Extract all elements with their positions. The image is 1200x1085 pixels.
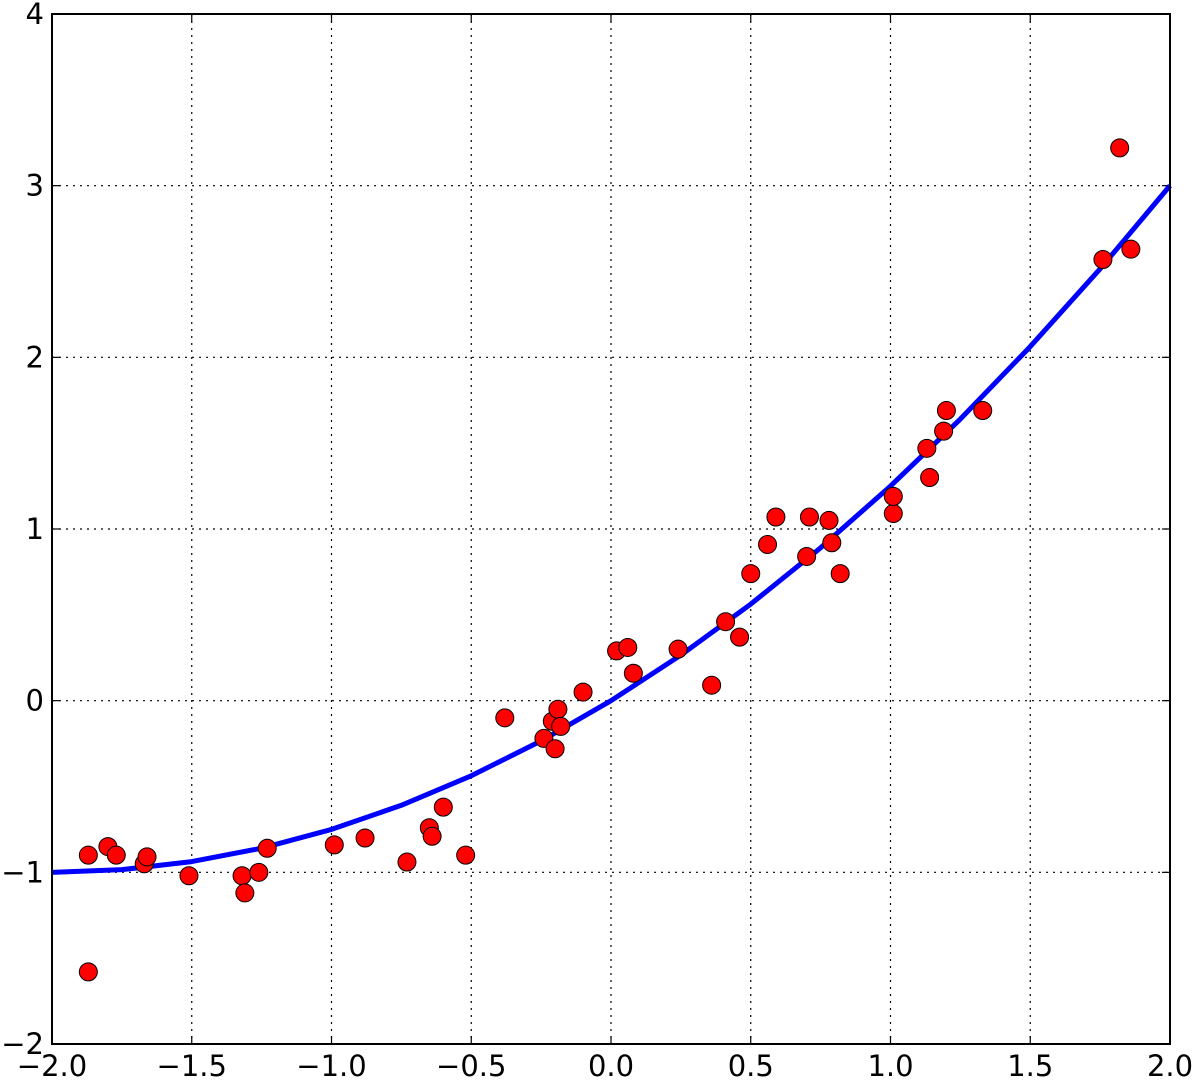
x-tick-label: 0.5: [728, 1049, 774, 1083]
data-point: [137, 847, 157, 867]
data-point: [830, 564, 850, 584]
data-point: [1110, 138, 1130, 158]
data-point: [397, 852, 417, 872]
data-point: [433, 797, 453, 817]
data-point: [934, 421, 954, 441]
x-tick-label: 1.5: [1007, 1049, 1053, 1083]
data-point: [257, 838, 277, 858]
data-point: [917, 438, 937, 458]
data-point: [355, 828, 375, 848]
data-point: [920, 468, 940, 487]
data-point: [797, 546, 817, 566]
x-tick-label: −1.5: [157, 1049, 227, 1083]
x-tick-label: −2.0: [17, 1049, 87, 1083]
data-point: [232, 866, 252, 886]
data-point: [702, 675, 722, 695]
data-point: [819, 510, 839, 530]
data-point: [716, 612, 736, 632]
data-point: [623, 663, 643, 683]
y-tick-label: 4: [26, 0, 44, 31]
data-point: [936, 401, 956, 421]
data-point: [883, 504, 903, 524]
data-point: [758, 534, 778, 554]
data-point: [78, 962, 98, 982]
data-point: [799, 507, 819, 527]
data-point: [573, 682, 593, 702]
x-tick-label: 1.0: [867, 1049, 913, 1083]
x-tick-label: 0.0: [588, 1049, 634, 1083]
plot-frame: [51, 13, 1171, 1045]
data-point: [973, 401, 993, 421]
y-tick-label: −2: [1, 1027, 44, 1061]
data-point: [618, 637, 638, 657]
data-point: [422, 826, 442, 846]
data-point: [249, 862, 269, 882]
data-point: [456, 845, 476, 865]
data-point: [106, 845, 126, 865]
x-tick-label: −1.0: [296, 1049, 366, 1083]
data-point: [1093, 249, 1113, 269]
y-tick-label: 0: [26, 684, 44, 718]
fit-curve: [51, 184, 1172, 875]
y-tick-label: 2: [26, 340, 44, 374]
y-tick-label: −1: [1, 855, 44, 889]
data-point: [235, 883, 255, 903]
y-tick-label: 3: [26, 169, 44, 203]
data-point: [883, 486, 903, 506]
data-point: [78, 845, 98, 865]
data-point: [668, 639, 688, 659]
data-point: [1121, 239, 1141, 259]
data-point: [730, 627, 750, 647]
data-point: [741, 564, 761, 584]
data-point: [822, 533, 842, 553]
data-point: [551, 716, 571, 736]
data-point: [324, 835, 344, 855]
data-point: [548, 699, 568, 719]
x-tick-label: −0.5: [436, 1049, 506, 1083]
data-point: [495, 708, 515, 728]
y-tick-label: 1: [26, 512, 44, 546]
x-tick-label: 2.0: [1147, 1049, 1193, 1083]
data-point: [766, 507, 786, 527]
data-point: [179, 866, 199, 886]
data-point: [545, 739, 565, 759]
